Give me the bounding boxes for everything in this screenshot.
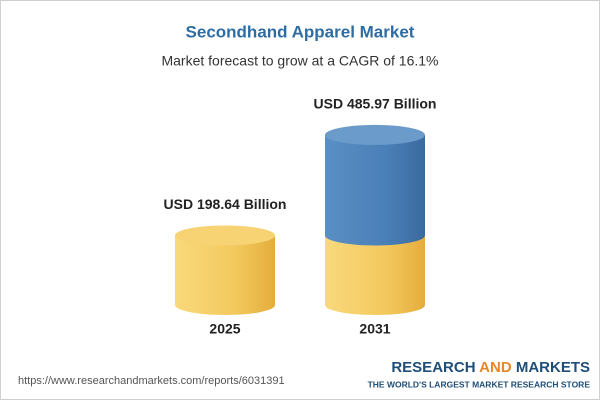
source-url: https://www.researchandmarkets.com/repor… — [18, 375, 285, 387]
cylinder-body — [175, 235, 275, 305]
tagline: THE WORLD'S LARGEST MARKET RESEARCH STOR… — [368, 379, 591, 389]
chart-subtitle: Market forecast to grow at a CAGR of 16.… — [161, 53, 438, 69]
logo-part: RESEARCH — [391, 359, 475, 376]
logo-part: AND — [479, 359, 512, 376]
cylinder-body — [325, 134, 425, 236]
value-label: USD 198.64 Billion — [164, 196, 287, 212]
cylinder-top — [325, 124, 425, 145]
x-tick-label: 2025 — [209, 321, 240, 337]
cylinder-body — [325, 235, 425, 305]
chart-title: Secondhand Apparel Market — [186, 22, 415, 41]
value-label: USD 485.97 Billion — [314, 96, 437, 112]
x-tick-label: 2031 — [359, 321, 390, 337]
logo-part: MARKETS — [516, 359, 590, 376]
cylinder-top — [175, 225, 275, 246]
logo: RESEARCH AND MARKETS — [391, 359, 590, 376]
